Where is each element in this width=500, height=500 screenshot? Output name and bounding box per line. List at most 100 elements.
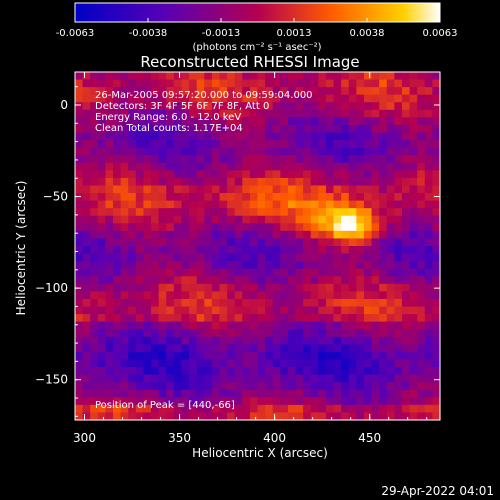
heatmap-cell [242, 147, 251, 156]
heatmap-cell [371, 215, 380, 224]
heatmap-cell [105, 109, 114, 118]
heatmap-cell [128, 329, 137, 338]
heatmap-cell [128, 79, 137, 88]
heatmap-cell [325, 367, 335, 376]
heatmap-cell [371, 404, 380, 414]
heatmap-cell [242, 215, 251, 224]
heatmap-cell [249, 336, 259, 345]
heatmap-cell [97, 177, 107, 187]
heatmap-cell [280, 382, 289, 391]
heatmap-cell [196, 329, 205, 338]
heatmap-cell [128, 238, 137, 247]
heatmap-cell [394, 329, 403, 338]
heatmap-cell [82, 124, 91, 134]
heatmap-cell [158, 351, 167, 361]
heatmap-cell [348, 238, 357, 247]
heatmap-cell [181, 314, 190, 323]
heatmap-cell [219, 283, 228, 292]
heatmap-cell [318, 208, 327, 217]
heatmap-cell [143, 283, 152, 292]
heatmap-cell [82, 72, 91, 81]
heatmap-cell [363, 162, 373, 171]
heatmap-cell [151, 367, 160, 376]
heatmap-cell [227, 147, 236, 156]
heatmap-cell [325, 291, 335, 300]
heatmap-cell [97, 109, 107, 118]
heatmap-cell [151, 102, 160, 111]
heatmap-cell [379, 389, 388, 398]
heatmap-cell [196, 87, 205, 96]
heatmap-cell [424, 404, 433, 414]
heatmap-cell [394, 215, 403, 224]
heatmap-cell [318, 291, 327, 300]
heatmap-cell [82, 155, 91, 164]
heatmap-cell [363, 140, 373, 149]
heatmap-cell [211, 223, 221, 232]
heatmap-cell [234, 397, 243, 406]
heatmap-cell [204, 200, 213, 209]
heatmap-cell [151, 412, 160, 421]
heatmap-cell [341, 109, 350, 118]
heatmap-cell [272, 246, 281, 255]
heatmap-cell [189, 147, 198, 156]
heatmap-cell [287, 185, 297, 194]
heatmap-cell [379, 291, 388, 300]
heatmap-cell [143, 102, 152, 111]
heatmap-cell [90, 329, 99, 338]
heatmap-cell [257, 94, 266, 103]
heatmap-cell [219, 261, 228, 270]
heatmap-cell [128, 155, 137, 164]
heatmap-cell [265, 140, 274, 149]
heatmap-cell [128, 412, 137, 421]
heatmap-cell [356, 72, 365, 81]
heatmap-cell [227, 329, 236, 338]
heatmap-cell [310, 367, 319, 376]
heatmap-cell [409, 155, 418, 164]
heatmap-cell [401, 124, 411, 134]
heatmap-cell [143, 109, 152, 118]
heatmap-cell [249, 412, 259, 421]
heatmap-cell [143, 94, 152, 103]
heatmap-cell [158, 298, 167, 308]
heatmap-cell [211, 177, 221, 187]
heatmap-cell [249, 298, 259, 308]
heatmap-cell [394, 404, 403, 414]
heatmap-cell [204, 329, 213, 338]
heatmap-cell [341, 382, 350, 391]
heatmap-cell [272, 351, 281, 361]
heatmap-cell [318, 367, 327, 376]
heatmap-cell [90, 291, 99, 300]
heatmap-cell [204, 321, 213, 330]
heatmap-cell [82, 283, 91, 292]
heatmap-cell [97, 79, 107, 88]
heatmap-cell [318, 155, 327, 164]
heatmap-cell [204, 367, 213, 376]
heatmap-cell [128, 140, 137, 149]
heatmap-cell [409, 102, 418, 111]
heatmap-cell [189, 109, 198, 118]
heatmap-cell [120, 306, 129, 315]
heatmap-cell [257, 117, 266, 126]
heatmap-cell [196, 298, 205, 308]
heatmap-cell [219, 124, 228, 134]
heatmap-cell [97, 389, 107, 398]
heatmap-cell [181, 132, 190, 141]
heatmap-cell [151, 246, 160, 255]
heatmap-cell [333, 253, 342, 262]
heatmap-cell [432, 140, 441, 149]
heatmap-cell [386, 170, 395, 179]
heatmap-cell [310, 291, 319, 300]
heatmap-cell [318, 193, 327, 202]
heatmap-cell [356, 246, 365, 255]
heatmap-cell [363, 404, 373, 414]
heatmap-cell [219, 102, 228, 111]
heatmap-cell [90, 124, 99, 134]
heatmap-cell [128, 109, 137, 118]
heatmap-cell [242, 102, 251, 111]
heatmap-cell [257, 389, 266, 398]
heatmap-cell [249, 200, 259, 209]
heatmap-cell [227, 94, 236, 103]
heatmap-cell [211, 117, 221, 126]
heatmap-cell [371, 223, 380, 232]
heatmap-cell [181, 193, 190, 202]
